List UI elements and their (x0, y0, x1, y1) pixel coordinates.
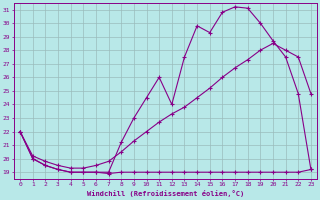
X-axis label: Windchill (Refroidissement éolien,°C): Windchill (Refroidissement éolien,°C) (87, 190, 244, 197)
